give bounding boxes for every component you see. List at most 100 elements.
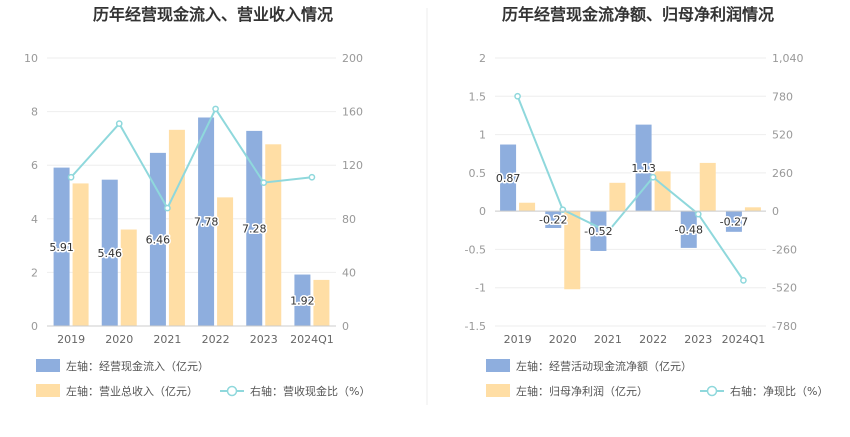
legend-swatch-secondary: [36, 384, 60, 397]
ratio-line-point: [212, 105, 219, 113]
chart-title: 历年经营现金流净额、归母净利润情况: [502, 5, 774, 24]
left-axis-tick-label: 6: [31, 159, 38, 172]
bar-secondary: [744, 207, 761, 212]
legend-label-primary: 左轴：经营现金流入（亿元）: [66, 359, 209, 373]
legend: 左轴：经营活动现金流净额（亿元） 左轴：归母净利润（亿元） 右轴：净现比（%）: [486, 359, 828, 398]
left-axis-tick-label: 8: [31, 106, 38, 119]
bar-primary: [680, 211, 697, 248]
bar-data-label: -0.27: [720, 215, 748, 228]
axes: 0 2 4 6 8 10 0 40 80 120 160 200 2019 2020 2021 2022 202…: [24, 52, 363, 346]
right-axis-tick-label: 40: [342, 266, 356, 279]
right-axis-tick-label: 0: [342, 320, 349, 333]
left-axis-tick-label: -1: [475, 282, 486, 295]
bar-data-label: 1.13: [631, 162, 656, 175]
left-axis-tick-label: 4: [31, 213, 38, 226]
left-axis-tick-label: 2: [31, 266, 38, 279]
right-axis-tick-label: 1,040: [772, 52, 804, 65]
right-axis-tick-label: 520: [772, 129, 793, 142]
right-axis-tick-label: 160: [342, 106, 363, 119]
legend-marker-ratio: [226, 385, 238, 397]
ratio-line: [67, 105, 316, 212]
bar-data-label: -0.22: [539, 214, 567, 227]
bar-primary: [246, 130, 263, 326]
right-axis-tick-label: -780: [772, 320, 797, 333]
right-axis-tick-label: -260: [772, 243, 797, 256]
left-axis-tick-label: 0: [479, 205, 486, 218]
bar-primary: [294, 274, 311, 326]
bar-primary: [149, 152, 166, 326]
legend-label-secondary: 左轴：归母净利润（亿元）: [516, 384, 648, 398]
ratio-line-point: [514, 92, 521, 100]
bar-data-label: 5.46: [98, 247, 123, 260]
bar-secondary: [168, 129, 185, 326]
grid: [495, 57, 766, 327]
left-axis-tick-label: 1: [479, 129, 486, 142]
left-axis-tick-label: 0.5: [469, 167, 487, 180]
bar-data-label: 7.78: [194, 216, 219, 229]
bar-secondary: [564, 211, 581, 290]
grid: [47, 57, 336, 327]
right-axis-tick-label: 80: [342, 213, 356, 226]
x-axis-tick-label: 2023: [684, 333, 712, 346]
x-axis-tick-label: 2023: [250, 333, 278, 346]
ratio-line-point: [67, 173, 75, 181]
right-axis-tick-label: 780: [772, 90, 793, 103]
bar-data-label: 5.91: [49, 241, 74, 254]
legend: 左轴：经营现金流入（亿元） 左轴：营业总收入（亿元） 右轴：营收现金比（%）: [36, 359, 370, 398]
left-axis-tick-label: -1.5: [465, 320, 486, 333]
bar-primary: [590, 211, 607, 251]
net-cash-flow-profit-chart: 历年经营现金流净额、归母净利润情况 0.87-0.22-0.521.13-0.4…: [465, 5, 829, 398]
bar-secondary: [699, 162, 716, 212]
legend-label-ratio: 右轴：营收现金比（%）: [250, 384, 370, 398]
bar-secondary: [217, 197, 234, 326]
bars: [53, 117, 330, 326]
bar-secondary: [654, 171, 671, 212]
x-axis-tick-label: 2021: [153, 333, 181, 346]
bar-primary: [101, 179, 118, 326]
right-axis-tick-label: 200: [342, 52, 363, 65]
ratio-line-point: [164, 204, 171, 212]
right-axis-tick-label: 0: [772, 205, 779, 218]
bar-secondary: [72, 183, 89, 326]
axes: -1.5 -1 -0.5 0 0.5 1 1.5 2 -780 -520 -260 0 260 520 78…: [465, 52, 804, 346]
ratio-line-point: [740, 277, 747, 284]
legend-label-secondary: 左轴：营业总收入（亿元）: [66, 384, 198, 398]
bar-data-label: 1.92: [290, 294, 315, 307]
right-axis-tick-label: 120: [342, 159, 363, 172]
legend-label-primary: 左轴：经营活动现金流净额（亿元）: [516, 359, 692, 373]
left-axis-tick-label: 10: [24, 52, 38, 65]
bar-primary: [198, 117, 215, 326]
x-axis-tick-label: 2024Q1: [722, 333, 766, 346]
bar-secondary: [609, 182, 626, 212]
bar-primary: [53, 167, 70, 326]
data-labels: 0.87 -0.22 -0.52 1.13 -0.48 -0.27: [494, 160, 749, 239]
x-axis-tick-label: 2019: [57, 333, 85, 346]
bar-data-label: 0.87: [496, 172, 521, 185]
bar-secondary: [120, 229, 137, 326]
ratio-line: [514, 92, 747, 284]
left-axis-tick-label: 2: [479, 52, 486, 65]
cash-inflow-revenue-chart: 历年经营现金流入、营业收入情况 5.91 5.46 6.46 7.78 7.28 1.92…: [24, 5, 370, 398]
right-axis-tick-label: 260: [772, 167, 793, 180]
x-axis-tick-label: 2020: [105, 333, 133, 346]
bars: [500, 124, 761, 290]
x-axis-tick-label: 2024Q1: [290, 333, 334, 346]
ratio-line-point: [604, 228, 612, 236]
ratio-line-point: [260, 179, 268, 186]
bar-data-label: -0.52: [584, 225, 612, 238]
bar-data-label: 7.28: [242, 222, 267, 235]
left-axis-tick-label: 0: [31, 320, 38, 333]
legend-swatch-secondary: [486, 384, 510, 397]
legend-marker-ratio: [706, 385, 718, 397]
bar-secondary: [313, 279, 330, 326]
ratio-line-point: [308, 173, 316, 181]
right-axis-tick-label: -520: [772, 282, 797, 295]
ratio-line-point: [694, 210, 702, 218]
bar-secondary: [265, 144, 282, 326]
x-axis-tick-label: 2022: [639, 333, 667, 346]
x-axis-tick-label: 2022: [202, 333, 230, 346]
ratio-line-path: [70, 106, 313, 211]
legend-label-ratio: 右轴：净现比（%）: [730, 384, 828, 398]
left-axis-tick-label: -0.5: [465, 243, 486, 256]
